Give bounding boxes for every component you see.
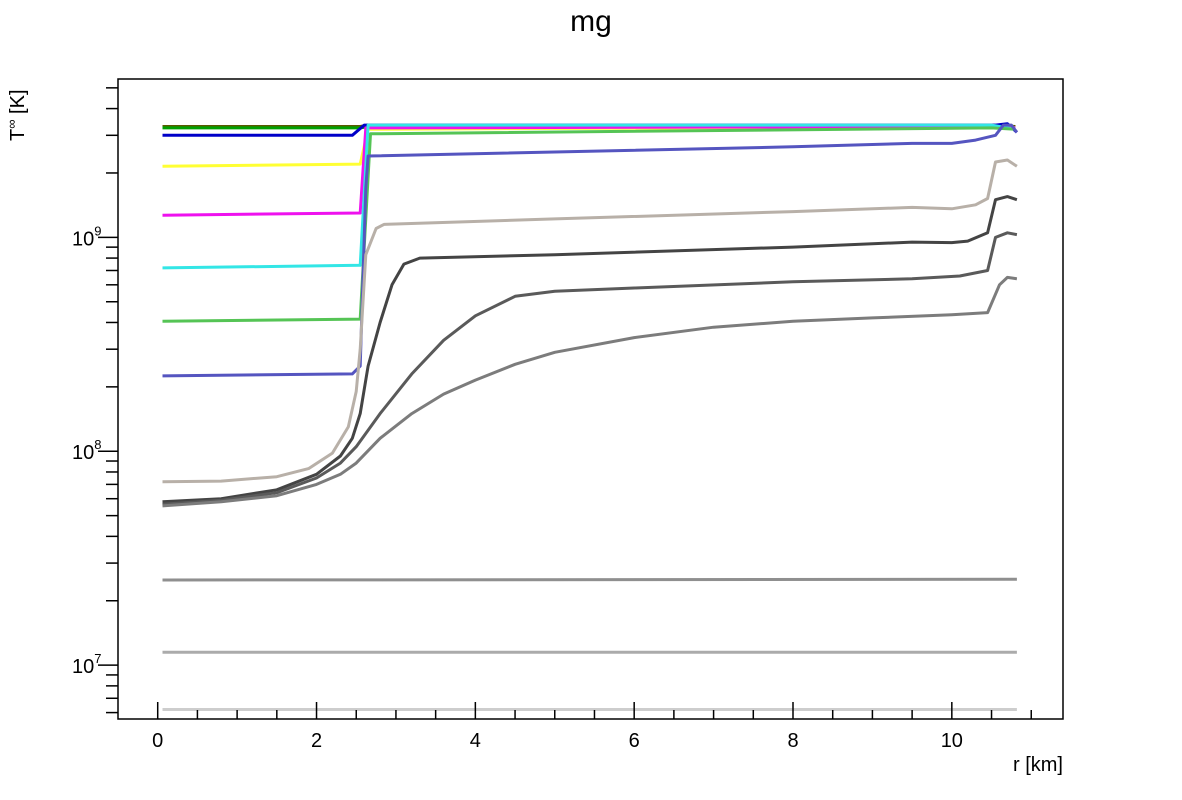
y-tick-label-exponent: 8: [94, 437, 101, 452]
y-tick-label-exponent: 9: [94, 223, 101, 238]
x-tick-label: 4: [470, 730, 481, 752]
y-tick-label: 108: [72, 437, 101, 464]
y-axis-label-unit: [K]: [7, 89, 29, 119]
x-tick-label: 6: [629, 730, 640, 752]
x-tick-label: 10: [941, 730, 963, 752]
y-tick-label-base: 10: [72, 228, 94, 250]
y-tick-label-base: 10: [72, 656, 94, 678]
x-tick-label: 0: [152, 730, 163, 752]
y-axis-label-main: T: [7, 129, 29, 141]
y-axis-label-sup: ∞: [4, 120, 19, 129]
series-line-11: [162, 231, 1018, 506]
y-axis-label: T∞ [K]: [4, 89, 29, 141]
series-line-8: [162, 123, 1019, 378]
y-tick-label: 107: [72, 651, 101, 678]
x-axis: 0 2 4 6 8 10: [152, 702, 1032, 752]
x-axis-label: r [km]: [1013, 754, 1063, 776]
plot-frame: [117, 78, 1064, 720]
y-tick-label-base: 10: [72, 442, 94, 464]
y-tick-label: 109: [72, 223, 101, 250]
series-layer: [162, 122, 1019, 711]
x-tick-label: 8: [787, 730, 798, 752]
series-line-9: [162, 158, 1018, 484]
series-line-12: [162, 275, 1018, 508]
chart-title: mg: [570, 5, 612, 38]
y-tick-label-exponent: 7: [94, 651, 101, 666]
series-line-13: [162, 577, 1017, 582]
x-tick-label: 2: [311, 730, 322, 752]
series-line-10: [162, 195, 1018, 504]
series-line-6: [162, 123, 1016, 270]
